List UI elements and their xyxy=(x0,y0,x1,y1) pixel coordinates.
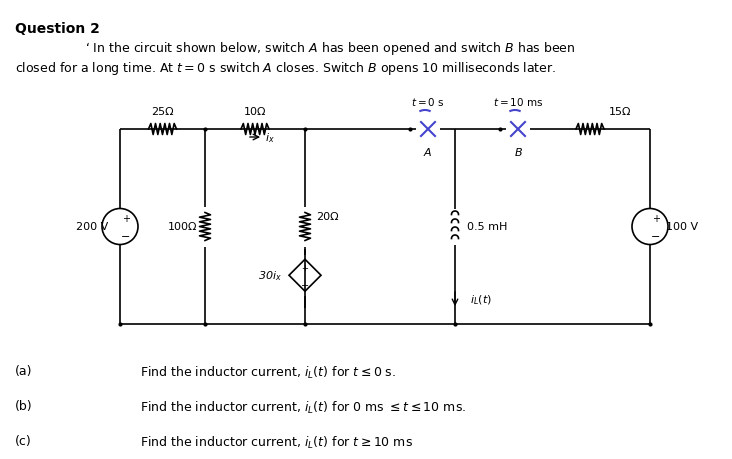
Text: $i_L(t)$: $i_L(t)$ xyxy=(470,292,492,306)
Text: +: + xyxy=(122,214,130,224)
Text: 0.5 mH: 0.5 mH xyxy=(467,222,507,232)
Text: 100Ω: 100Ω xyxy=(168,222,198,232)
Text: 100 V: 100 V xyxy=(666,222,698,232)
Text: Question 2: Question 2 xyxy=(15,22,100,36)
Text: (c): (c) xyxy=(15,434,31,447)
Text: −: − xyxy=(122,232,131,242)
Text: −: − xyxy=(301,280,309,291)
Text: $B$: $B$ xyxy=(514,146,523,157)
Text: (a): (a) xyxy=(15,364,32,377)
Text: 30$i_x$: 30$i_x$ xyxy=(258,269,282,283)
Text: +: + xyxy=(302,263,308,272)
Text: 25Ω: 25Ω xyxy=(152,107,173,117)
Text: closed for a long time. At $t = 0$ s switch $A$ closes. Switch $B$ opens 10 mill: closed for a long time. At $t = 0$ s swi… xyxy=(15,60,556,77)
Text: Find the inductor current, $i_L(t)$ for $t \leq 0$ s.: Find the inductor current, $i_L(t)$ for … xyxy=(140,364,396,380)
Text: ‘ In the circuit shown below, switch $A$ has been opened and switch $B$ has been: ‘ In the circuit shown below, switch $A$… xyxy=(85,40,575,57)
Text: +: + xyxy=(652,214,660,224)
Text: Find the inductor current, $i_L(t)$ for $t \geq 10$ ms: Find the inductor current, $i_L(t)$ for … xyxy=(140,434,413,450)
Text: $t = 10$ ms: $t = 10$ ms xyxy=(493,96,543,108)
Text: −: − xyxy=(651,232,661,242)
Text: 10Ω: 10Ω xyxy=(244,107,266,117)
Text: $i_x$: $i_x$ xyxy=(265,131,274,145)
Text: 20Ω: 20Ω xyxy=(315,212,338,222)
Text: $t = 0$ s: $t = 0$ s xyxy=(411,96,445,108)
Text: Find the inductor current, $i_L(t)$ for $0$ ms $\leq t \leq 10$ ms.: Find the inductor current, $i_L(t)$ for … xyxy=(140,399,466,415)
Text: 15Ω: 15Ω xyxy=(609,107,631,117)
Text: (b): (b) xyxy=(15,399,33,412)
Text: 200 V: 200 V xyxy=(76,222,108,232)
Text: $A$: $A$ xyxy=(423,146,433,157)
